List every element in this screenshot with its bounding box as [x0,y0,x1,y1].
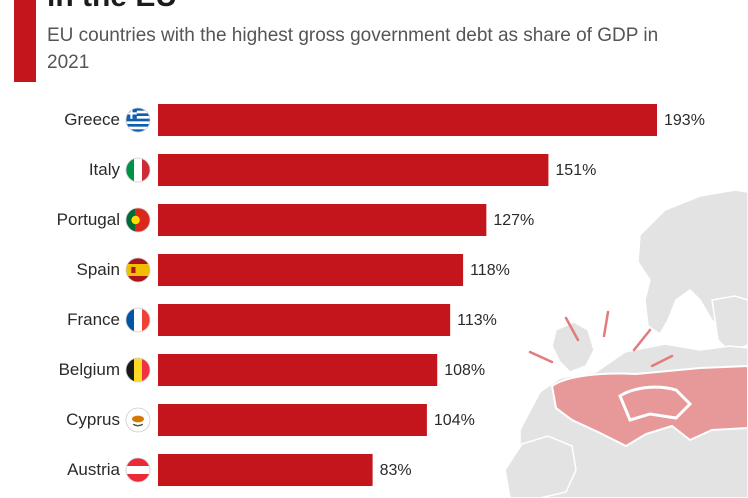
bar-greece [158,104,657,136]
accent-bar [14,0,36,82]
bar-belgium [158,354,438,386]
chart-subtitle: EU countries with the highest gross gove… [47,25,659,73]
category-label-france: France [67,310,120,329]
category-label-portugal: Portugal [56,210,120,229]
bar-austria [158,454,373,486]
highlight-region-outline [618,385,693,422]
portugal-flag-icon [125,207,151,233]
category-label-italy: Italy [88,160,120,179]
value-label-cyprus: 104% [433,412,475,429]
category-label-greece: Greece [64,110,120,129]
map-iberia [504,435,577,498]
category-label-spain: Spain [76,260,120,279]
greece-flag-icon [125,107,151,133]
bar-france [158,304,451,336]
value-label-belgium: 108% [444,362,486,379]
map-baltics [711,295,748,353]
bar-spain [158,254,464,286]
value-label-portugal: 127% [493,212,535,229]
category-label-austria: Austria [67,460,120,479]
value-label-austria: 83% [379,462,412,479]
france-flag-icon [125,307,151,333]
bar-cyprus [158,404,427,436]
highlight-region [550,364,748,448]
bar-italy [158,154,549,186]
page-title: in the EU [47,0,177,12]
italy-flag-icon [125,157,151,183]
map-uk [551,321,595,373]
spain-flag-icon [125,257,151,283]
category-label-belgium: Belgium [58,360,120,379]
austria-flag-icon [125,457,151,483]
value-label-france: 113% [457,312,497,329]
value-label-spain: 118% [470,262,510,279]
highlight-burst-lines [528,310,674,368]
cyprus-flag-icon [125,407,151,433]
category-label-cyprus: Cyprus [66,410,120,429]
value-label-italy: 151% [555,162,597,179]
belgium-flag-icon [125,357,151,383]
value-label-greece: 193% [664,112,705,129]
bar-portugal [158,204,487,236]
